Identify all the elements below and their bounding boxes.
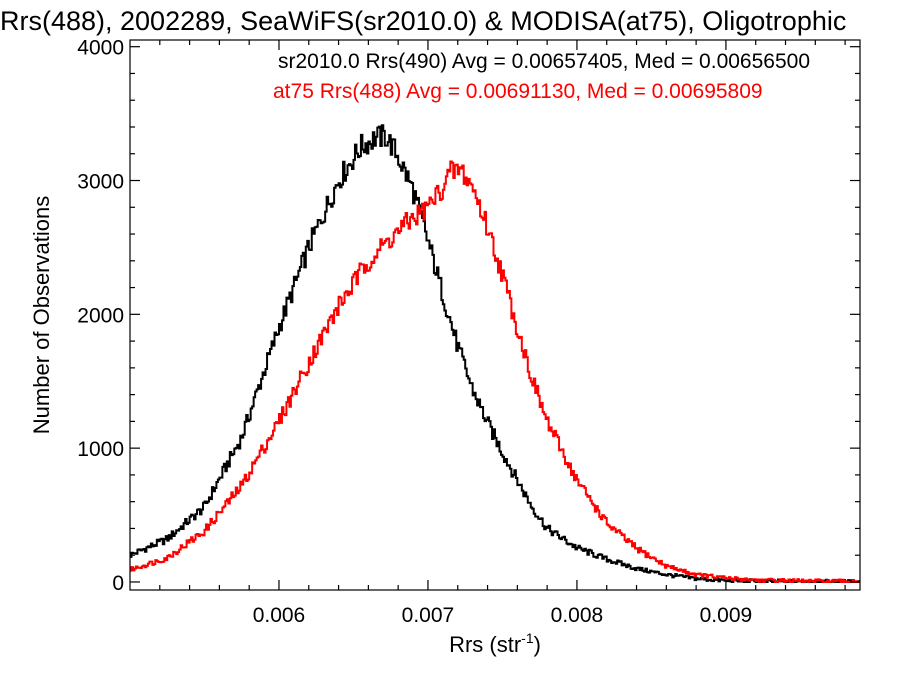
y-axis-label: Number of Observations <box>29 196 54 434</box>
y-tick-label: 0 <box>112 572 124 595</box>
legend-entry-sr2010: sr2010.0 Rrs(490) Avg = 0.00657405, Med … <box>278 50 810 73</box>
chart-title: Rrs(488), 2002289, SeaWiFS(sr2010.0) & M… <box>0 6 846 36</box>
series-line-sr2010 <box>130 124 860 583</box>
plot-frame <box>129 39 861 591</box>
x-axis-label-main: Rrs (str <box>449 632 521 657</box>
x-axis-label-superscript: -1 <box>521 630 534 646</box>
y-tick-label: 3000 <box>77 171 124 194</box>
series-layer <box>130 124 860 583</box>
y-tick-label: 2000 <box>77 304 124 327</box>
x-tick-label: 0.007 <box>402 604 455 627</box>
x-tick-label: 0.006 <box>253 604 306 627</box>
legend-entry-at75: at75 Rrs(488) Avg = 0.00691130, Med = 0.… <box>273 80 763 103</box>
x-tick-label: 0.009 <box>700 604 753 627</box>
y-tick-label: 4000 <box>77 37 124 60</box>
x-axis-label-close: ) <box>534 632 541 657</box>
x-axis-label: Rrs (str-1) <box>449 630 541 657</box>
ticks-layer: 0.006 0.007 0.008 0.009 0 1000 2000 3000 4000 <box>77 37 860 627</box>
series-line-at75 <box>130 160 860 583</box>
x-tick-label: 0.008 <box>551 604 604 627</box>
y-tick-label: 1000 <box>77 438 124 461</box>
